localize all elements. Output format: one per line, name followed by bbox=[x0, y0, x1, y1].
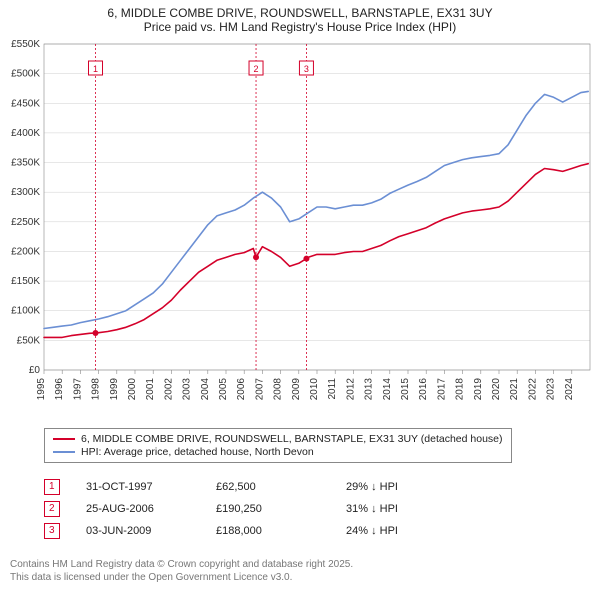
event-diff: 29% ↓ HPI bbox=[346, 476, 476, 498]
svg-text:2007: 2007 bbox=[254, 378, 265, 401]
svg-text:2006: 2006 bbox=[236, 378, 247, 401]
svg-text:£500K: £500K bbox=[11, 69, 40, 80]
svg-text:2: 2 bbox=[254, 64, 259, 74]
event-date: 25-AUG-2006 bbox=[86, 498, 216, 520]
events-table: 1 31-OCT-1997£62,50029% ↓ HPI 2 25-AUG-2006… bbox=[44, 476, 476, 542]
svg-text:2003: 2003 bbox=[182, 378, 193, 401]
footer-line2: This data is licensed under the Open Gov… bbox=[10, 571, 353, 584]
svg-text:£250K: £250K bbox=[11, 217, 40, 228]
svg-text:£550K: £550K bbox=[11, 40, 40, 50]
event-diff: 31% ↓ HPI bbox=[346, 498, 476, 520]
event-price: £62,500 bbox=[216, 476, 346, 498]
svg-text:2023: 2023 bbox=[546, 378, 557, 401]
svg-text:1996: 1996 bbox=[54, 378, 65, 401]
event-price: £190,250 bbox=[216, 498, 346, 520]
svg-text:£300K: £300K bbox=[11, 187, 40, 198]
chart-area: £0 £50K £100K £150K £200K £250K £300K £350K £400… bbox=[0, 40, 600, 420]
svg-text:2013: 2013 bbox=[364, 378, 375, 401]
legend-swatch-1 bbox=[53, 438, 75, 440]
footer-line1: Contains HM Land Registry data © Crown c… bbox=[10, 558, 353, 571]
event-date: 31-OCT-1997 bbox=[86, 476, 216, 498]
legend-row-1: 6, MIDDLE COMBE DRIVE, ROUNDSWELL, BARNS… bbox=[53, 433, 503, 445]
footer-text: Contains HM Land Registry data © Crown c… bbox=[10, 558, 353, 584]
svg-text:2019: 2019 bbox=[473, 378, 484, 401]
svg-text:1: 1 bbox=[93, 64, 98, 74]
legend-row-2: HPI: Average price, detached house, Nort… bbox=[53, 446, 503, 458]
svg-text:1995: 1995 bbox=[36, 378, 47, 401]
legend-box: 6, MIDDLE COMBE DRIVE, ROUNDSWELL, BARNS… bbox=[44, 428, 512, 463]
title-line2: Price paid vs. HM Land Registry's House … bbox=[10, 20, 590, 34]
svg-text:1999: 1999 bbox=[109, 378, 120, 401]
svg-text:£50K: £50K bbox=[17, 335, 41, 346]
svg-text:2009: 2009 bbox=[291, 378, 302, 401]
svg-text:£400K: £400K bbox=[11, 128, 40, 139]
legend-label-1: 6, MIDDLE COMBE DRIVE, ROUNDSWELL, BARNS… bbox=[81, 433, 503, 445]
legend-label-2: HPI: Average price, detached house, Nort… bbox=[81, 446, 314, 458]
event-marker: 3 bbox=[44, 523, 60, 539]
svg-text:£450K: £450K bbox=[11, 98, 40, 109]
svg-text:£350K: £350K bbox=[11, 158, 40, 169]
svg-text:2014: 2014 bbox=[382, 378, 393, 401]
svg-text:£150K: £150K bbox=[11, 276, 40, 287]
svg-text:2015: 2015 bbox=[400, 378, 411, 401]
svg-text:2010: 2010 bbox=[309, 378, 320, 401]
svg-text:2000: 2000 bbox=[127, 378, 138, 401]
svg-text:2024: 2024 bbox=[564, 378, 575, 401]
svg-text:2018: 2018 bbox=[455, 378, 466, 401]
svg-text:1998: 1998 bbox=[91, 378, 102, 401]
svg-text:2001: 2001 bbox=[145, 378, 156, 401]
svg-text:2002: 2002 bbox=[163, 378, 174, 401]
event-price: £188,000 bbox=[216, 520, 346, 542]
svg-text:2017: 2017 bbox=[436, 378, 447, 401]
svg-text:2008: 2008 bbox=[273, 378, 284, 401]
event-row: 3 03-JUN-2009£188,00024% ↓ HPI bbox=[44, 520, 476, 542]
event-marker: 1 bbox=[44, 479, 60, 495]
svg-text:£0: £0 bbox=[29, 365, 41, 376]
svg-text:£200K: £200K bbox=[11, 246, 40, 257]
event-row: 1 31-OCT-1997£62,50029% ↓ HPI bbox=[44, 476, 476, 498]
svg-text:2022: 2022 bbox=[527, 378, 538, 401]
svg-text:3: 3 bbox=[304, 64, 309, 74]
legend-swatch-2 bbox=[53, 451, 75, 453]
svg-text:2016: 2016 bbox=[418, 378, 429, 401]
event-row: 2 25-AUG-2006£190,25031% ↓ HPI bbox=[44, 498, 476, 520]
svg-text:2011: 2011 bbox=[327, 378, 338, 400]
svg-text:£100K: £100K bbox=[11, 306, 40, 317]
svg-text:2020: 2020 bbox=[491, 378, 502, 401]
svg-text:2005: 2005 bbox=[218, 378, 229, 401]
svg-text:2021: 2021 bbox=[509, 378, 520, 401]
svg-text:2012: 2012 bbox=[345, 378, 356, 401]
event-marker: 2 bbox=[44, 501, 60, 517]
title-line1: 6, MIDDLE COMBE DRIVE, ROUNDSWELL, BARNS… bbox=[10, 6, 590, 20]
event-date: 03-JUN-2009 bbox=[86, 520, 216, 542]
event-diff: 24% ↓ HPI bbox=[346, 520, 476, 542]
chart-svg: £0 £50K £100K £150K £200K £250K £300K £350K £400… bbox=[0, 40, 600, 420]
svg-text:1997: 1997 bbox=[72, 378, 83, 401]
svg-text:2004: 2004 bbox=[200, 378, 211, 401]
